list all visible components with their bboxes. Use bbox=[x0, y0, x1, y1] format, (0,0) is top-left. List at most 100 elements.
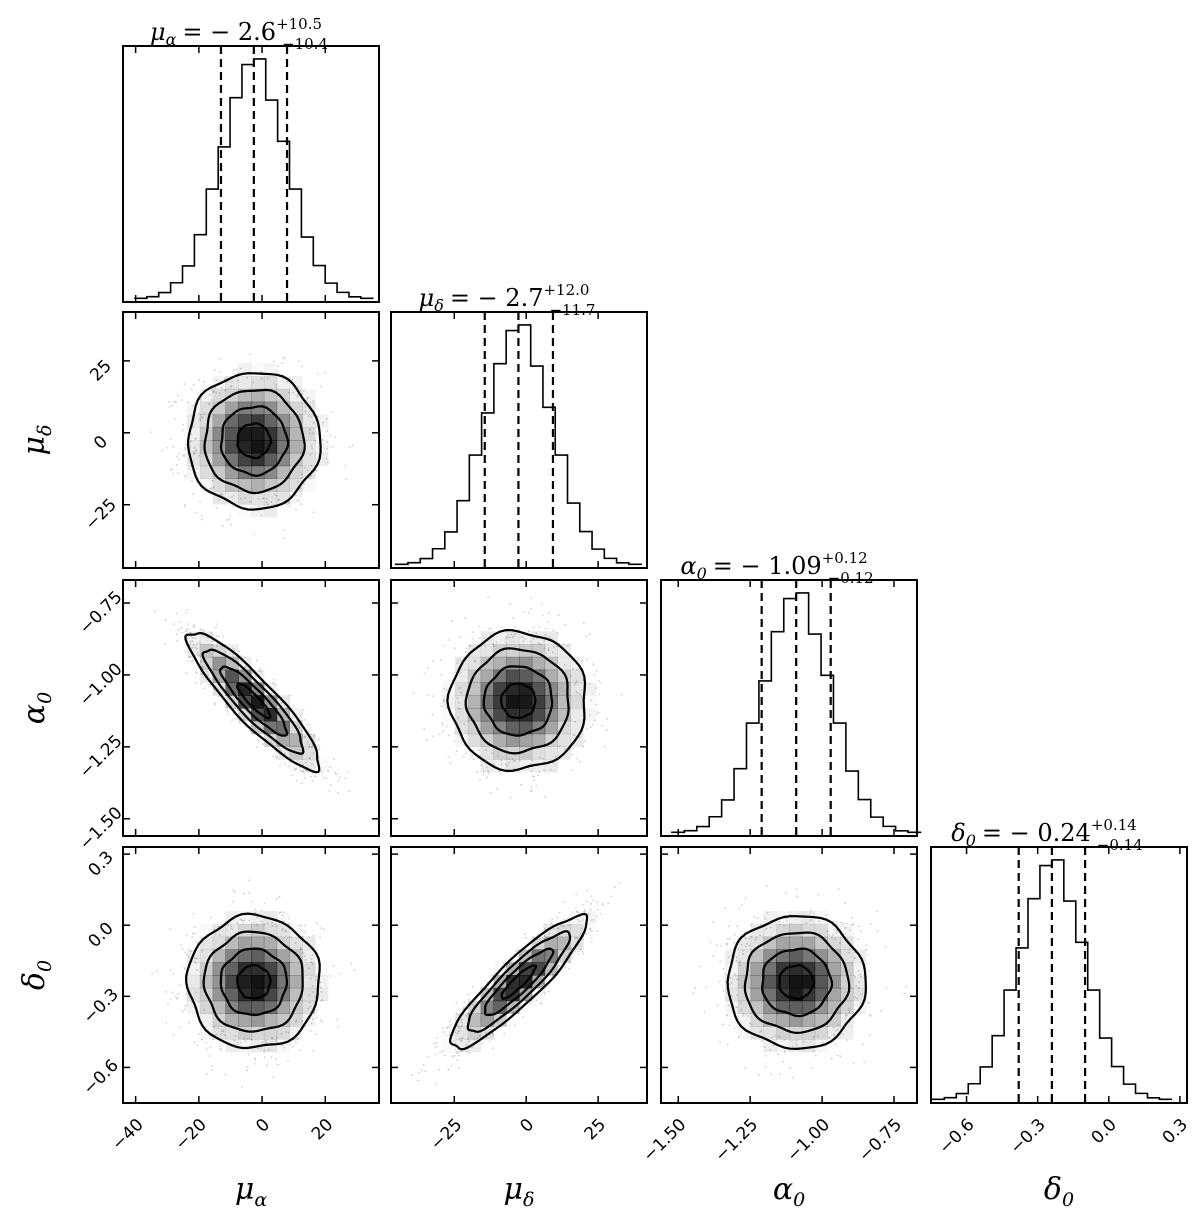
density-cell bbox=[493, 975, 507, 989]
sample-point bbox=[336, 1018, 339, 1021]
sample-point bbox=[832, 1026, 835, 1029]
sample-point bbox=[185, 993, 188, 996]
sample-point bbox=[750, 1023, 753, 1026]
sample-point bbox=[467, 993, 470, 996]
x-axis-label-mu_delta: μδ bbox=[504, 1172, 535, 1211]
sample-point bbox=[308, 757, 311, 759]
sample-point bbox=[744, 945, 747, 948]
density-cell bbox=[199, 975, 214, 989]
sample-point bbox=[226, 709, 229, 712]
sample-point bbox=[618, 882, 621, 884]
sample-point bbox=[512, 1011, 515, 1013]
sample-point bbox=[270, 501, 273, 503]
sample-point bbox=[576, 918, 579, 921]
sample-point bbox=[320, 990, 323, 993]
density-cell bbox=[302, 746, 316, 760]
sample-point bbox=[237, 371, 239, 374]
sample-point bbox=[258, 670, 261, 673]
contour-4 bbox=[726, 915, 868, 1051]
sample-point bbox=[260, 377, 263, 380]
sample-point bbox=[294, 768, 297, 771]
density-cell bbox=[480, 644, 494, 658]
sample-point bbox=[739, 960, 741, 963]
sample-point bbox=[197, 1001, 200, 1004]
sample-point bbox=[836, 1028, 839, 1031]
density-cell bbox=[750, 987, 764, 1002]
sample-point bbox=[464, 752, 467, 755]
density-cell bbox=[801, 936, 816, 950]
sample-point bbox=[231, 719, 234, 722]
sample-point bbox=[748, 937, 751, 940]
sample-point bbox=[867, 1002, 870, 1004]
sample-point bbox=[299, 946, 302, 949]
sample-point bbox=[765, 927, 768, 930]
sample-point bbox=[589, 713, 591, 716]
sample-point bbox=[244, 1040, 247, 1042]
sample-point bbox=[185, 612, 188, 614]
sample-point bbox=[266, 503, 269, 506]
sample-point bbox=[791, 1039, 794, 1042]
density-cell bbox=[212, 682, 226, 696]
sample-point bbox=[703, 1010, 706, 1013]
sample-point bbox=[411, 1074, 413, 1077]
sample-point bbox=[590, 699, 592, 702]
sample-point bbox=[530, 769, 533, 772]
sample-point bbox=[232, 647, 234, 650]
sample-point bbox=[189, 440, 192, 443]
panel-frame-3-2 bbox=[660, 846, 918, 1104]
sample-point bbox=[754, 938, 757, 941]
sample-point bbox=[532, 775, 534, 778]
sample-point bbox=[457, 1030, 460, 1032]
density-cell bbox=[840, 1000, 854, 1014]
sample-point bbox=[442, 1050, 444, 1053]
sample-point bbox=[248, 353, 251, 356]
sample-point bbox=[506, 636, 509, 638]
sample-point bbox=[547, 647, 550, 649]
sample-point bbox=[308, 936, 311, 939]
y-tick-label: −25 bbox=[81, 495, 121, 535]
sample-point bbox=[852, 923, 855, 926]
density-cell bbox=[506, 695, 520, 709]
sample-point bbox=[309, 1030, 312, 1032]
sample-point bbox=[165, 991, 167, 993]
sample-point bbox=[275, 384, 278, 386]
sample-point bbox=[168, 406, 171, 408]
sample-point bbox=[860, 930, 862, 933]
sample-point bbox=[275, 1036, 278, 1039]
sample-point bbox=[279, 764, 281, 767]
sample-point bbox=[733, 973, 736, 976]
sample-point bbox=[556, 916, 558, 919]
sample-point bbox=[848, 1007, 851, 1010]
density-cell bbox=[480, 682, 494, 696]
sample-point bbox=[516, 949, 519, 952]
sample-point bbox=[200, 514, 203, 517]
sample-point bbox=[225, 519, 228, 521]
sample-point bbox=[301, 935, 304, 938]
sample-point bbox=[200, 661, 202, 663]
sample-point bbox=[452, 1034, 455, 1037]
sample-point bbox=[254, 1058, 257, 1060]
sample-point bbox=[543, 923, 546, 926]
y-tick-label: 0.0 bbox=[84, 918, 117, 951]
sample-point bbox=[582, 622, 585, 625]
sample-point bbox=[315, 1009, 318, 1012]
sample-point bbox=[449, 1024, 452, 1026]
sample-point bbox=[244, 497, 246, 499]
sample-point bbox=[836, 920, 838, 923]
sample-point bbox=[291, 716, 294, 719]
sample-point bbox=[188, 955, 190, 958]
sample-point bbox=[510, 633, 513, 636]
sample-point bbox=[181, 631, 183, 634]
density-cell bbox=[544, 669, 558, 683]
sample-point bbox=[236, 1043, 239, 1046]
sample-point bbox=[580, 696, 583, 699]
sample-point bbox=[831, 936, 833, 938]
sample-point bbox=[289, 494, 291, 497]
sample-point bbox=[201, 518, 204, 521]
sample-point bbox=[232, 889, 235, 892]
sample-point bbox=[508, 1024, 511, 1027]
sample-point bbox=[309, 757, 311, 760]
sample-point bbox=[283, 529, 286, 531]
sample-point bbox=[443, 1054, 446, 1057]
sample-point bbox=[491, 1032, 494, 1035]
